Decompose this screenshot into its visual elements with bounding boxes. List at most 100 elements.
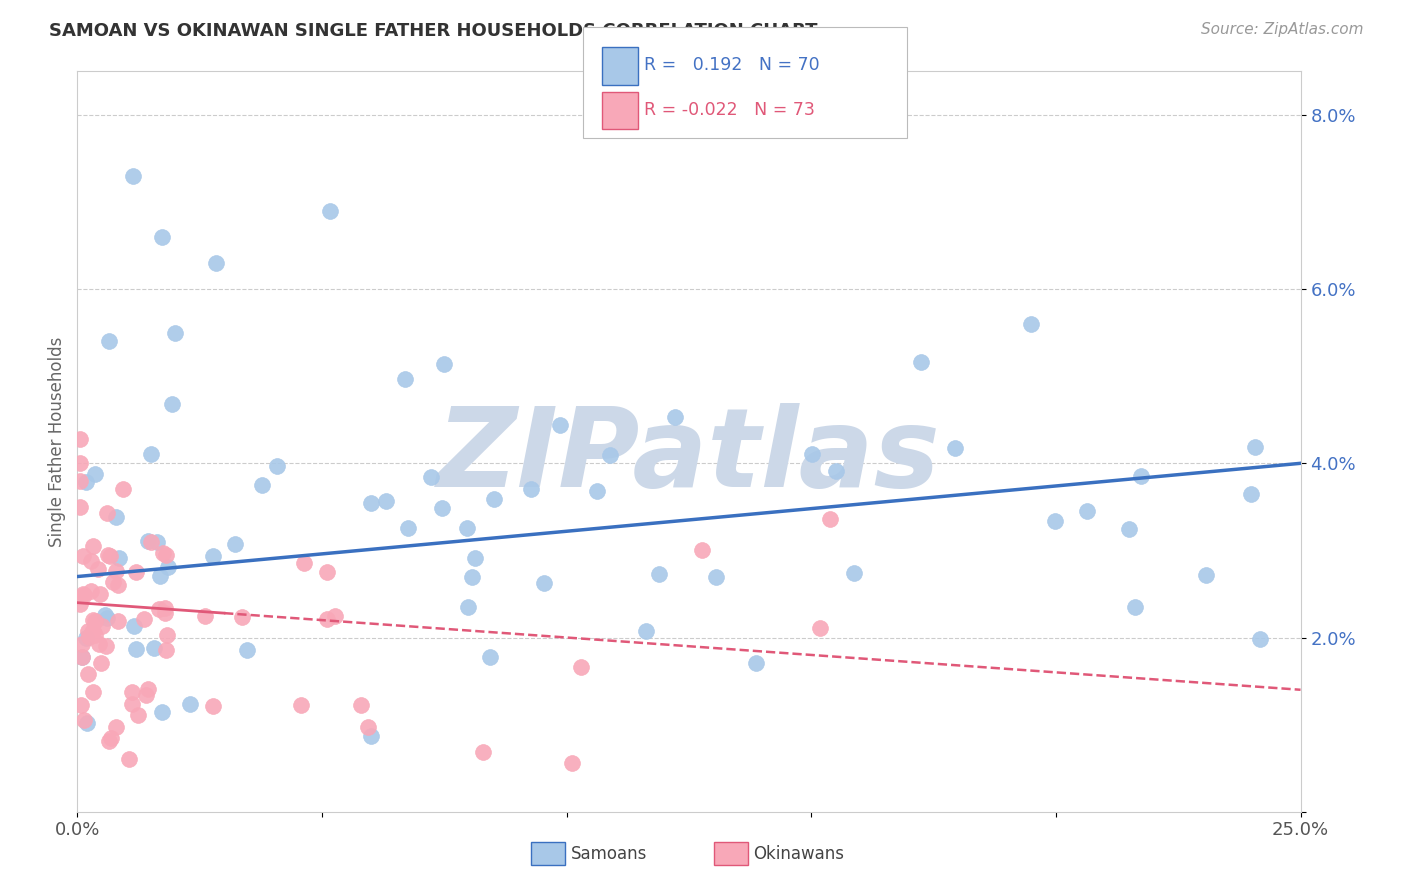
Point: [315, 612, 337, 626]
Point: [150, 705, 173, 719]
Point: [1244, 441, 1267, 455]
Point: [1239, 487, 1261, 501]
Point: [430, 501, 453, 516]
Point: [82, 613, 104, 627]
Point: [252, 477, 274, 491]
Point: [357, 719, 380, 733]
Point: [648, 566, 671, 581]
Point: [77, 630, 100, 644]
Point: [70, 650, 93, 665]
Point: [107, 614, 129, 628]
Point: [87, 637, 110, 651]
Point: [132, 612, 155, 626]
Point: [420, 470, 443, 484]
Point: [82, 539, 104, 553]
Text: ZIPatlas: ZIPatlas: [437, 403, 941, 510]
Point: [844, 566, 866, 580]
Point: [90, 619, 112, 633]
Point: [82, 624, 104, 638]
Point: [825, 464, 848, 478]
Text: SAMOAN VS OKINAWAN SINGLE FATHER HOUSEHOLDS CORRELATION CHART: SAMOAN VS OKINAWAN SINGLE FATHER HOUSEHO…: [49, 22, 818, 40]
Point: [201, 698, 224, 713]
Point: [745, 656, 768, 670]
Point: [72, 587, 94, 601]
Point: [550, 418, 572, 433]
Point: [136, 681, 159, 696]
Point: [69, 500, 91, 514]
Point: [94, 608, 117, 623]
Point: [82, 685, 104, 699]
Point: [1019, 317, 1042, 331]
Point: [1130, 469, 1153, 483]
Point: [108, 550, 131, 565]
Point: [98, 334, 121, 349]
Point: [94, 640, 117, 654]
Point: [122, 169, 145, 183]
Text: Samoans: Samoans: [571, 845, 647, 863]
Point: [266, 458, 288, 473]
Point: [155, 642, 177, 657]
Point: [77, 624, 100, 638]
Point: [1043, 514, 1066, 528]
Point: [139, 447, 162, 461]
Text: R = -0.022   N = 73: R = -0.022 N = 73: [644, 101, 815, 119]
Point: [163, 326, 186, 340]
Point: [118, 752, 141, 766]
Point: [569, 659, 592, 673]
Point: [692, 543, 714, 558]
Point: [83, 628, 105, 642]
Point: [290, 698, 312, 713]
Point: [121, 685, 143, 699]
Point: [80, 624, 103, 639]
Point: [463, 551, 485, 566]
Point: [76, 715, 98, 730]
Point: [148, 602, 170, 616]
Point: [101, 574, 124, 589]
Point: [111, 483, 134, 497]
Point: [1123, 599, 1146, 614]
Point: [179, 698, 201, 712]
Point: [319, 203, 342, 218]
Point: [96, 506, 118, 520]
Point: [664, 409, 686, 424]
Point: [105, 564, 128, 578]
Point: [75, 631, 97, 645]
Point: [97, 548, 120, 562]
Point: [125, 565, 148, 579]
Point: [86, 562, 108, 576]
Point: [69, 456, 91, 470]
Point: [125, 642, 148, 657]
Point: [194, 608, 217, 623]
Point: [599, 448, 621, 462]
Point: [127, 707, 149, 722]
Point: [350, 698, 373, 712]
Point: [360, 730, 382, 744]
Point: [1076, 504, 1098, 518]
Point: [69, 432, 91, 446]
Text: Source: ZipAtlas.com: Source: ZipAtlas.com: [1201, 22, 1364, 37]
Point: [98, 733, 121, 747]
Point: [69, 597, 91, 611]
Point: [83, 467, 105, 481]
Point: [1249, 632, 1271, 646]
Point: [360, 495, 382, 509]
Point: [139, 534, 162, 549]
Point: [100, 731, 122, 745]
Text: R =   0.192   N = 70: R = 0.192 N = 70: [644, 56, 820, 74]
Point: [89, 586, 111, 600]
Point: [124, 619, 146, 633]
Point: [80, 583, 103, 598]
Point: [84, 614, 107, 628]
Point: [98, 549, 121, 563]
Point: [155, 548, 177, 562]
Point: [292, 556, 315, 570]
Point: [90, 656, 112, 670]
Point: [910, 355, 932, 369]
Point: [433, 357, 456, 371]
Point: [149, 569, 172, 583]
Point: [456, 521, 478, 535]
Point: [143, 640, 166, 655]
Point: [236, 643, 259, 657]
Point: [70, 698, 93, 713]
Point: [560, 756, 582, 770]
